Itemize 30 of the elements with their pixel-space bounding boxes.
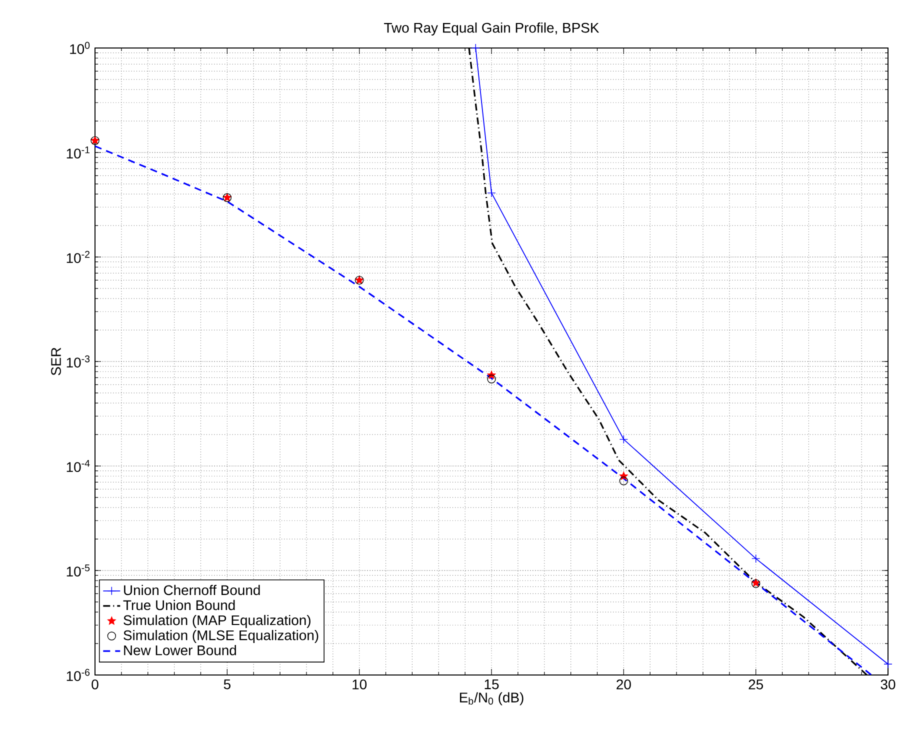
y-axis-title: SER [51,348,61,376]
legend-label: True Union Bound [123,600,235,610]
x-tick-label: 0 [92,680,98,690]
x-axis-title: E$_{b}$/N$_{0}$ (dB) [460,692,524,706]
y-tick-label: 10$^{-1}$ [66,146,90,159]
y-tick-label: 10$^{-2}$ [66,250,90,264]
y-tick-label: 10$^{-5}$ [66,564,90,577]
chart-title: Two Ray Equal Gain Profile, BPSK [384,22,600,36]
x-tick-label: 30 [880,680,896,690]
x-tick-label: 10 [352,680,367,690]
point [751,554,760,563]
point [619,476,628,486]
x-tick-label: 25 [748,680,764,690]
point [471,44,480,52]
legend-label: Simulation (MAP Equalization) [124,614,310,628]
point [487,374,496,384]
x-tick-label: 20 [616,680,631,690]
y-tick-label: 10$^{-4}$ [66,460,90,472]
point [487,188,496,198]
point [884,660,892,668]
y-tick-label: 10$^{-3}$ [66,355,90,368]
legend-label: Simulation (MLSE Equalization) [124,630,318,643]
legend-label: Union Chernoff Bound [124,584,260,596]
x-tick-label: 5 [224,680,230,690]
y-tick-label: 10$^{0}$ [70,42,90,54]
y-tick-label: 10$^{-6}$ [66,668,90,682]
legend-label: New Lower Bound [124,645,236,656]
x-tick-label: 15 [484,680,499,690]
line-series [95,145,872,675]
point [619,434,628,444]
